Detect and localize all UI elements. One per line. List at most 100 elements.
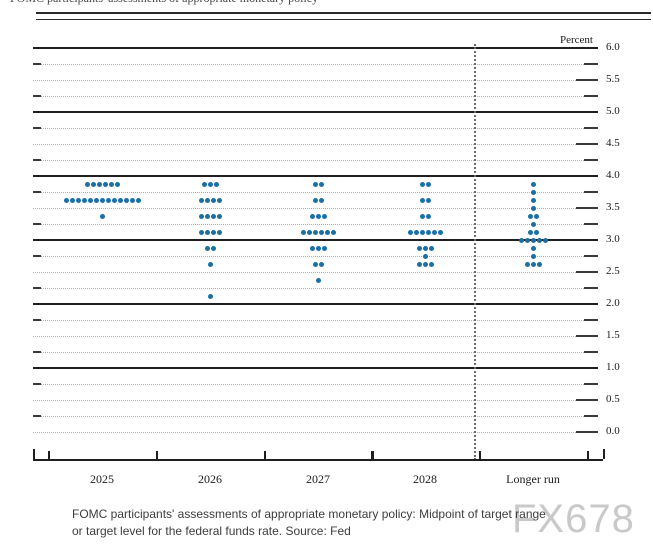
x-axis-tick — [48, 451, 50, 459]
dot-2026-2.875 — [210, 245, 216, 251]
gridline-right-stub — [584, 191, 598, 193]
y-tick-label: 1.5 — [606, 329, 620, 341]
dot-2026-3.375 — [210, 213, 216, 219]
gridline-left-stub — [33, 159, 41, 161]
dot-2026-3.625 — [198, 197, 204, 203]
dot-2028-2.625 — [416, 261, 422, 267]
dot-2025-3.625 — [69, 197, 75, 203]
dot-2026-3.375 — [198, 213, 204, 219]
dot-2027-3.625 — [312, 197, 318, 203]
gridline-left-stub — [33, 127, 41, 129]
dot-2026-3.625 — [210, 197, 216, 203]
x-axis-end-tick — [603, 449, 605, 459]
gridline-solid — [33, 239, 598, 241]
x-axis-end-tick — [33, 449, 35, 459]
dot-2025-3.625 — [123, 197, 129, 203]
gridline-right-stub — [576, 207, 598, 209]
gridline-dotted — [33, 320, 598, 321]
dot-2028-2.625 — [422, 261, 428, 267]
y-tick-label: 3.0 — [606, 233, 620, 245]
gridline-right-stub — [576, 143, 598, 145]
dot-longer-run-2.625 — [536, 261, 542, 267]
dot-2027-3.625 — [318, 197, 324, 203]
dot-2025-3.875 — [108, 181, 114, 187]
dot-2025-3.625 — [117, 197, 123, 203]
gridline-dotted — [33, 208, 598, 209]
gridline-solid — [33, 47, 598, 49]
gridline-right-stub — [584, 63, 598, 65]
x-category-label: Longer run — [506, 472, 560, 486]
dot-2027-2.875 — [309, 245, 315, 251]
gridline-dotted — [33, 80, 598, 81]
gridline-right-stub — [576, 335, 598, 337]
gridline-dotted — [33, 224, 598, 225]
dot-2026-3.125 — [204, 229, 210, 235]
x-category-label: 2028 — [413, 472, 437, 486]
dot-2025-3.625 — [111, 197, 117, 203]
dot-2025-3.625 — [129, 197, 135, 203]
dot-2025-3.875 — [84, 181, 90, 187]
dot-2026-2.125 — [207, 293, 213, 299]
dot-2026-2.625 — [207, 261, 213, 267]
gridline-dotted — [33, 128, 598, 129]
dot-longer-run-2.875 — [530, 245, 536, 251]
dot-2027-3.125 — [312, 229, 318, 235]
dot-2026-3.875 — [201, 181, 207, 187]
gridline-dotted — [33, 336, 598, 337]
dot-2027-2.875 — [321, 245, 327, 251]
dot-2026-3.125 — [198, 229, 204, 235]
gridline-right-stub — [584, 127, 598, 129]
gridline-dotted — [33, 144, 598, 145]
gridline-right-stub — [584, 415, 598, 417]
gridline-dotted — [33, 256, 598, 257]
gridline-left-stub — [33, 223, 41, 225]
dot-2027-3.125 — [318, 229, 324, 235]
x-axis-tick — [371, 451, 373, 459]
dot-longer-run-2.625 — [524, 261, 530, 267]
gridline-dotted — [33, 272, 598, 273]
dot-2026-3.125 — [210, 229, 216, 235]
dot-2025-3.875 — [96, 181, 102, 187]
dot-2026-3.625 — [216, 197, 222, 203]
dot-2028-3.875 — [425, 181, 431, 187]
gridline-dotted — [33, 192, 598, 193]
gridline-dotted — [33, 64, 598, 65]
dot-2025-3.875 — [114, 181, 120, 187]
gridline-left-stub — [33, 319, 41, 321]
dot-2027-3.375 — [315, 213, 321, 219]
dot-longer-run-2.625 — [530, 261, 536, 267]
gridline-left-stub — [33, 287, 41, 289]
dot-2026-3.875 — [207, 181, 213, 187]
y-tick-label: 0.5 — [606, 393, 620, 405]
dot-2028-2.75 — [422, 253, 428, 259]
dot-2028-2.625 — [428, 261, 434, 267]
dot-2027-3.125 — [306, 229, 312, 235]
dot-longer-run-3 — [530, 237, 536, 243]
x-axis-tick — [372, 451, 374, 459]
dot-2028-3.125 — [419, 229, 425, 235]
dot-2028-3.625 — [425, 197, 431, 203]
gridline-left-stub — [33, 383, 41, 385]
dot-longer-run-3.125 — [533, 229, 539, 235]
dot-2026-2.875 — [204, 245, 210, 251]
dot-2025-3.625 — [93, 197, 99, 203]
dot-2027-3.875 — [318, 181, 324, 187]
gridline-dotted — [33, 416, 598, 417]
dot-2027-3.125 — [300, 229, 306, 235]
dot-2025-3.625 — [99, 197, 105, 203]
gridline-dotted — [33, 288, 598, 289]
dot-2028-3.125 — [413, 229, 419, 235]
gridline-right-stub — [584, 351, 598, 353]
dot-2028-2.875 — [422, 245, 428, 251]
fx678-watermark: FX678 — [512, 497, 635, 541]
gridline-left-stub — [33, 351, 41, 353]
gridline-dotted — [33, 400, 598, 401]
dot-2028-3.125 — [425, 229, 431, 235]
dot-2025-3.625 — [135, 197, 141, 203]
dot-2028-3.375 — [419, 213, 425, 219]
dot-2025-3.875 — [90, 181, 96, 187]
gridline-solid — [33, 303, 598, 305]
dot-2026-3.625 — [204, 197, 210, 203]
x-category-label: 2026 — [198, 472, 222, 486]
gridline-right-stub — [576, 79, 598, 81]
